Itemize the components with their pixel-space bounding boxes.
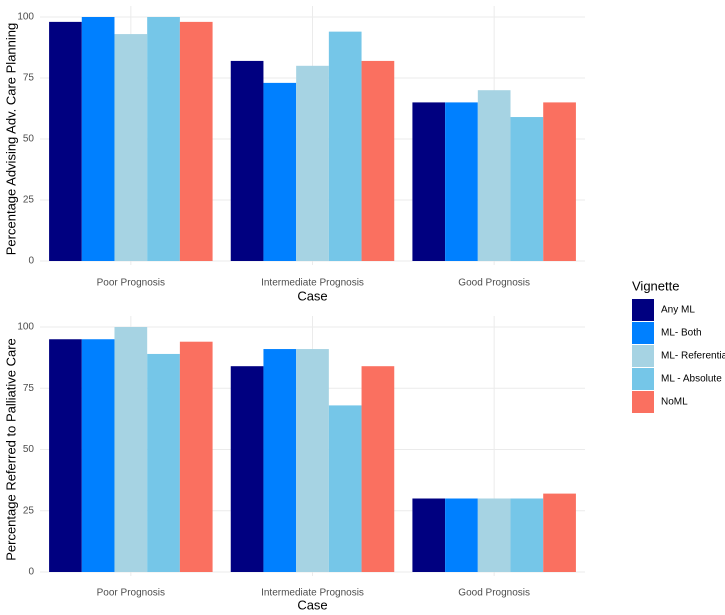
bar <box>179 341 213 572</box>
legend-swatch <box>632 299 654 321</box>
bar <box>230 366 264 572</box>
bar <box>81 17 115 261</box>
legend-label: NoML <box>661 397 688 408</box>
bar <box>412 102 446 262</box>
bar <box>296 349 329 572</box>
bar <box>361 60 395 261</box>
bar <box>510 117 544 261</box>
bar <box>263 349 297 572</box>
y-tick-label: 100 <box>17 12 34 23</box>
x-tick-label: Good Prognosis <box>458 588 530 599</box>
x-axis-title: Case <box>297 288 327 303</box>
bar <box>510 498 544 572</box>
legend-swatch <box>632 322 654 344</box>
bar <box>147 17 180 261</box>
x-tick-label: Poor Prognosis <box>97 588 165 599</box>
legend-label: ML - Absolute <box>661 374 722 385</box>
bar <box>49 339 82 572</box>
legend-swatch <box>632 391 654 413</box>
bar <box>114 327 148 572</box>
bar <box>179 21 213 261</box>
bar <box>477 90 511 261</box>
y-tick-label: 25 <box>23 505 35 516</box>
bar <box>328 31 362 261</box>
legend-title: Vignette <box>632 278 679 293</box>
bar <box>147 353 180 572</box>
bar <box>543 102 576 262</box>
bar <box>49 21 82 261</box>
x-tick-label: Good Prognosis <box>458 278 530 289</box>
bar <box>361 366 395 572</box>
y-tick-label: 75 <box>23 383 35 394</box>
bar <box>477 498 511 572</box>
y-axis-title: Percentage Referred to Palliative Care <box>3 338 18 561</box>
y-tick-label: 50 <box>23 134 35 145</box>
bar <box>230 60 264 261</box>
legend-label: ML- Both <box>661 328 702 339</box>
bar <box>81 339 115 572</box>
bar <box>412 498 446 572</box>
bar <box>445 498 478 572</box>
bar <box>328 405 362 572</box>
y-tick-label: 0 <box>28 567 34 578</box>
bar <box>263 82 297 261</box>
x-tick-label: Intermediate Prognosis <box>261 278 364 289</box>
x-tick-label: Intermediate Prognosis <box>261 588 364 599</box>
y-tick-label: 50 <box>23 444 35 455</box>
y-tick-label: 0 <box>28 256 34 267</box>
legend-label: ML- Referential <box>661 351 725 362</box>
bar <box>296 65 329 261</box>
y-tick-label: 25 <box>23 195 35 206</box>
legend-label: Any ML <box>661 305 695 316</box>
bar <box>445 102 478 262</box>
legend-swatch <box>632 345 654 367</box>
bar <box>543 493 576 572</box>
x-tick-label: Poor Prognosis <box>97 278 165 289</box>
y-tick-label: 100 <box>17 322 34 333</box>
y-axis-title: Percentage Advising Adv. Care Planning <box>3 23 18 255</box>
bar <box>114 34 148 261</box>
y-tick-label: 75 <box>23 73 35 84</box>
x-axis-title: Case <box>297 597 327 612</box>
legend-swatch <box>632 368 654 390</box>
